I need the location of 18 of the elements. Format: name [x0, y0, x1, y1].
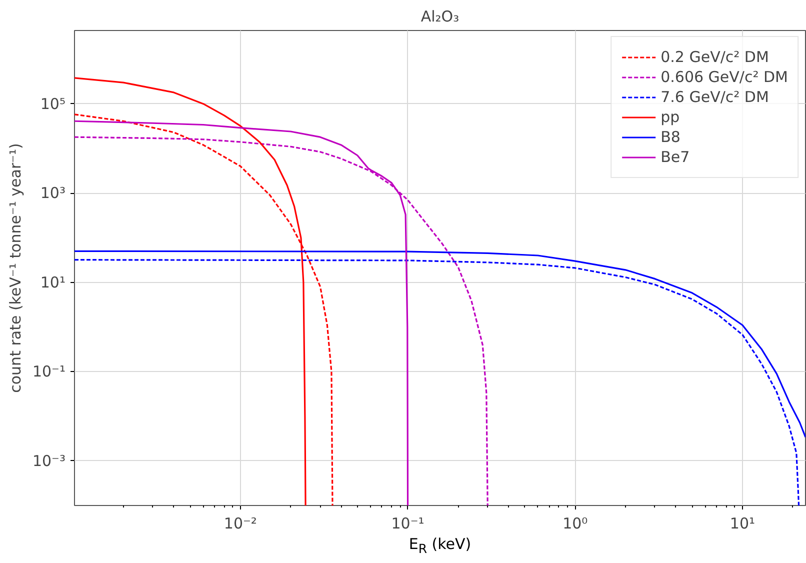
y-tick-label: 10⁻¹: [32, 362, 66, 381]
legend-label: 0.606 GeV/c² DM: [660, 68, 788, 86]
x-tick-label: 10¹: [730, 514, 756, 532]
legend-label: 7.6 GeV/c² DM: [660, 88, 769, 106]
y-tick-label: 10¹: [40, 273, 66, 292]
x-tick-label: 10⁻¹: [391, 514, 424, 532]
y-tick-label: 10⁵: [40, 94, 66, 113]
chart-title: Al₂O₃: [420, 8, 460, 26]
y-tick-label: 10⁻³: [32, 452, 66, 470]
x-tick-label: 10⁻²: [224, 514, 257, 532]
y-axis-title: count rate (keV⁻¹ tonne⁻¹ year⁻¹): [6, 143, 24, 393]
legend-label: Be7: [660, 148, 690, 166]
x-axis-title: E$_{R}$ (keV): [408, 535, 472, 558]
y-tick-label: 10³: [40, 184, 66, 202]
legend-label: pp: [660, 108, 681, 126]
legend-label: B8: [660, 128, 681, 146]
x-tick-label: 10⁰: [562, 514, 588, 532]
legend-label: 0.2 GeV/c² DM: [660, 48, 769, 66]
